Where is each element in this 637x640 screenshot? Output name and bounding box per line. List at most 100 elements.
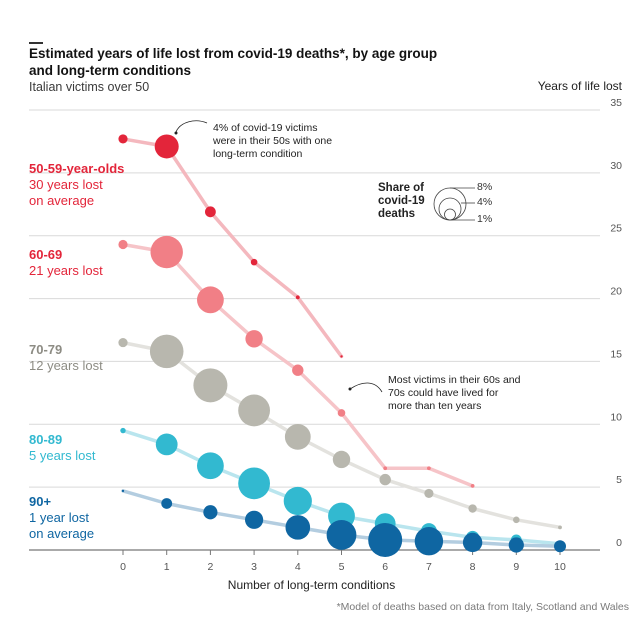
group-name: 70-79: [29, 342, 63, 357]
data-point: [205, 206, 216, 218]
data-point: [468, 504, 477, 513]
x-tick-label: 9: [513, 561, 519, 573]
data-point: [238, 394, 270, 427]
x-tick-label: 2: [207, 561, 213, 573]
group-years: 21 years lost: [29, 263, 103, 278]
y-tick-label: 15: [610, 348, 622, 360]
group-label-80-89: 80-89 5 years lost: [29, 432, 95, 464]
data-point: [120, 427, 126, 434]
annotation-arrow-2-dot: [348, 387, 352, 391]
data-point: [283, 486, 312, 516]
data-point: [558, 525, 562, 530]
gridlines: [29, 109, 600, 488]
y-tick-label: 20: [610, 286, 622, 298]
annotation-arrow-2: [349, 382, 383, 393]
group-years: 5 years lost: [29, 448, 96, 463]
data-point: [285, 515, 311, 540]
data-point: [118, 239, 128, 250]
annotation-line: more than ten years: [388, 400, 482, 412]
annotation-arrow-1-dot: [174, 131, 178, 135]
data-point: [118, 337, 128, 348]
data-point: [337, 409, 346, 417]
annotation-50s: 4% of covid-19 victims were in their 50s…: [213, 122, 332, 161]
y-tick-label: 5: [616, 474, 622, 486]
annotation-arrows: [174, 120, 383, 393]
data-point: [554, 540, 566, 553]
x-tick-label: 3: [251, 561, 257, 573]
x-tick-label: 7: [426, 561, 432, 573]
x-tick-label: 0: [120, 561, 126, 573]
x-axis: 0 1 2 3 4 5 6 7 8 9 10: [29, 549, 600, 573]
legend-value-4: 4%: [477, 196, 493, 208]
legend-circle-1: [444, 208, 456, 221]
annotation-line: 4% of covid-19 victims: [213, 122, 318, 134]
y-axis-title: Years of life lost: [537, 79, 622, 93]
data-point: [379, 473, 391, 486]
x-tick-label: 4: [295, 561, 301, 573]
data-point: [508, 537, 524, 553]
data-point: [292, 364, 304, 376]
chart-title: Estimated years of life lost from covid-…: [29, 46, 438, 78]
group-years: 30 years lost: [29, 177, 103, 192]
data-point: [427, 466, 431, 471]
annotation-60s-70s: Most victims in their 60s and 70s could …: [388, 374, 520, 413]
data-point: [238, 467, 270, 500]
y-tick-labels: 0 5 10 15 20 25 30 35: [610, 97, 622, 549]
group-label-50-59: 50-59-year-olds 30 years lost on average: [29, 161, 124, 209]
legend-title-line: covid-19: [378, 195, 425, 207]
data-point: [193, 368, 228, 403]
annotation-arrow-1: [175, 120, 208, 133]
data-point: [250, 258, 258, 266]
data-point: [245, 510, 264, 529]
legend-title-line: Share of: [378, 182, 425, 194]
group-years-suffix: on average: [29, 193, 95, 208]
group-years: 12 years lost: [29, 358, 103, 373]
x-tick-label: 1: [164, 561, 170, 573]
data-point: [197, 452, 224, 480]
annotation-line: 70s could have lived for: [388, 387, 499, 399]
data-point: [150, 235, 183, 269]
x-tick-label: 10: [554, 561, 566, 573]
data-point: [513, 516, 520, 524]
group-years-suffix: on average: [29, 526, 95, 541]
series-points: [118, 134, 566, 557]
data-point: [295, 295, 300, 300]
annotation-line: were in their 50s with one: [213, 135, 333, 147]
data-point: [462, 532, 483, 553]
x-axis-title: Number of long-term conditions: [0, 578, 637, 592]
data-point: [368, 522, 403, 557]
legend-title-line: deaths: [378, 208, 416, 220]
series-lines: [121, 137, 562, 548]
data-point: [155, 433, 178, 456]
y-tick-label: 25: [610, 223, 622, 235]
data-point: [424, 488, 434, 499]
group-name: 60-69: [29, 247, 63, 262]
y-tick-label: 0: [616, 537, 622, 549]
data-point: [197, 286, 224, 314]
annotation-line: Most victims in their 60s and: [388, 374, 521, 386]
data-point: [326, 520, 357, 550]
group-label-90-plus: 90+ 1 year lost on average: [29, 494, 94, 542]
series-line-70-79: [121, 340, 562, 530]
x-tick-label: 8: [470, 561, 476, 573]
data-point: [118, 134, 128, 144]
data-point: [470, 483, 475, 488]
header-rule: [29, 42, 43, 44]
y-tick-label: 35: [610, 97, 622, 109]
data-point: [149, 334, 184, 369]
chart-subtitle: Italian victims over 50: [29, 80, 150, 94]
bubble-legend-title: Share of covid-19 deaths: [378, 182, 425, 221]
data-point: [245, 330, 263, 348]
data-point: [332, 450, 351, 469]
x-axis-title-text: Number of long-term conditions: [227, 578, 396, 592]
data-point: [340, 355, 343, 358]
x-tick-label: 6: [382, 561, 388, 573]
group-name: 50-59-year-olds: [29, 161, 125, 176]
bubble-legend: [433, 187, 475, 221]
x-tick-label: 5: [339, 561, 345, 573]
y-tick-label: 30: [610, 160, 622, 172]
data-point: [203, 505, 218, 520]
annotation-line: long-term condition: [213, 148, 303, 160]
data-point: [284, 423, 311, 450]
